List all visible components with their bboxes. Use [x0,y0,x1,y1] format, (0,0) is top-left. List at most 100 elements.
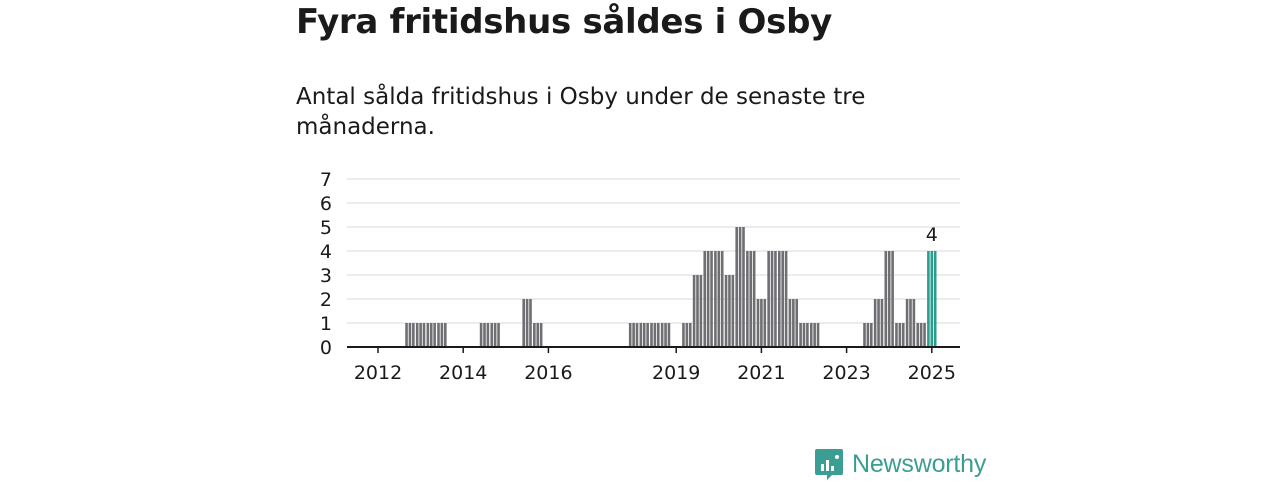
data-labels: 4 [926,224,938,246]
bar [692,275,696,347]
bar [724,275,728,347]
gridlines [347,178,960,324]
bar [483,323,486,347]
data-label: 4 [926,224,938,246]
bar [525,299,529,347]
bar [717,251,721,347]
x-tick-label: 2021 [737,362,785,384]
bar [870,323,873,347]
x-tick-label: 2025 [908,362,956,384]
y-tick-label: 5 [320,217,332,239]
bar [738,227,742,347]
bar [749,251,753,347]
bar [714,251,717,347]
bar [901,323,905,347]
bar [742,227,745,347]
bar [536,323,540,347]
bar [774,251,777,347]
bar [682,323,685,347]
bar [422,323,426,347]
bar [813,323,816,347]
bar [799,323,802,347]
bar [720,251,724,347]
newsworthy-logo-icon [815,449,843,480]
bar [746,251,749,347]
x-tick-label: 2023 [822,362,870,384]
bar [923,323,926,347]
y-tick-label: 0 [320,337,332,359]
bar [632,323,635,347]
bar [699,275,703,347]
bar [767,251,770,347]
bar [533,323,536,347]
bar [628,323,632,347]
bars [405,227,937,347]
y-tick-label: 7 [320,169,332,191]
bar [639,323,643,347]
bar [792,299,795,347]
bar [412,323,415,347]
bar [809,323,813,347]
bar [688,323,692,347]
bar [763,299,767,347]
bar [426,323,430,347]
bar [919,323,923,347]
y-tick-label: 6 [320,193,332,215]
bar [696,275,699,347]
x-tick-label: 2014 [439,362,487,384]
bar [806,323,809,347]
bar [778,251,781,347]
y-tick-label: 4 [320,241,332,263]
bar [479,323,483,347]
bar [405,323,408,347]
bar [664,323,667,347]
bar [497,323,500,347]
bar [667,323,671,347]
bar [657,323,660,347]
bar [685,323,689,347]
bar [887,251,891,347]
bar [529,299,532,347]
x-tick-label: 2016 [524,362,572,384]
bar [642,323,646,347]
bar [731,275,735,347]
bar [408,323,412,347]
bar [437,323,440,347]
bar-highlight [930,251,934,347]
bar [539,323,543,347]
bar [905,299,909,347]
bar [816,323,820,347]
bar [795,299,799,347]
y-tick-label: 2 [320,289,332,311]
bar [877,299,880,347]
bar [706,251,710,347]
bar [788,299,792,347]
bar-highlight [927,251,930,347]
bar [444,323,447,347]
bar [650,323,653,347]
bar [440,323,444,347]
bar-highlight [933,251,937,347]
x-axis: 2012 2014 2016 2019 2021 2023 2025 [347,346,960,384]
bar [916,323,920,347]
bar [752,251,756,347]
bar [781,251,784,347]
bar [486,323,490,347]
bar [710,251,713,347]
chart-title: Fyra fritidshus såldes i Osby [296,2,832,42]
bar [863,323,866,347]
bar [898,323,902,347]
x-tick-label: 2019 [652,362,700,384]
bar [802,323,806,347]
bar [866,323,870,347]
bar [728,275,731,347]
bar [415,323,419,347]
bar [770,251,774,347]
bar [880,299,884,347]
bar [891,251,894,347]
x-tick-label: 2012 [354,362,402,384]
bar [909,299,912,347]
y-tick-label: 3 [320,265,332,287]
